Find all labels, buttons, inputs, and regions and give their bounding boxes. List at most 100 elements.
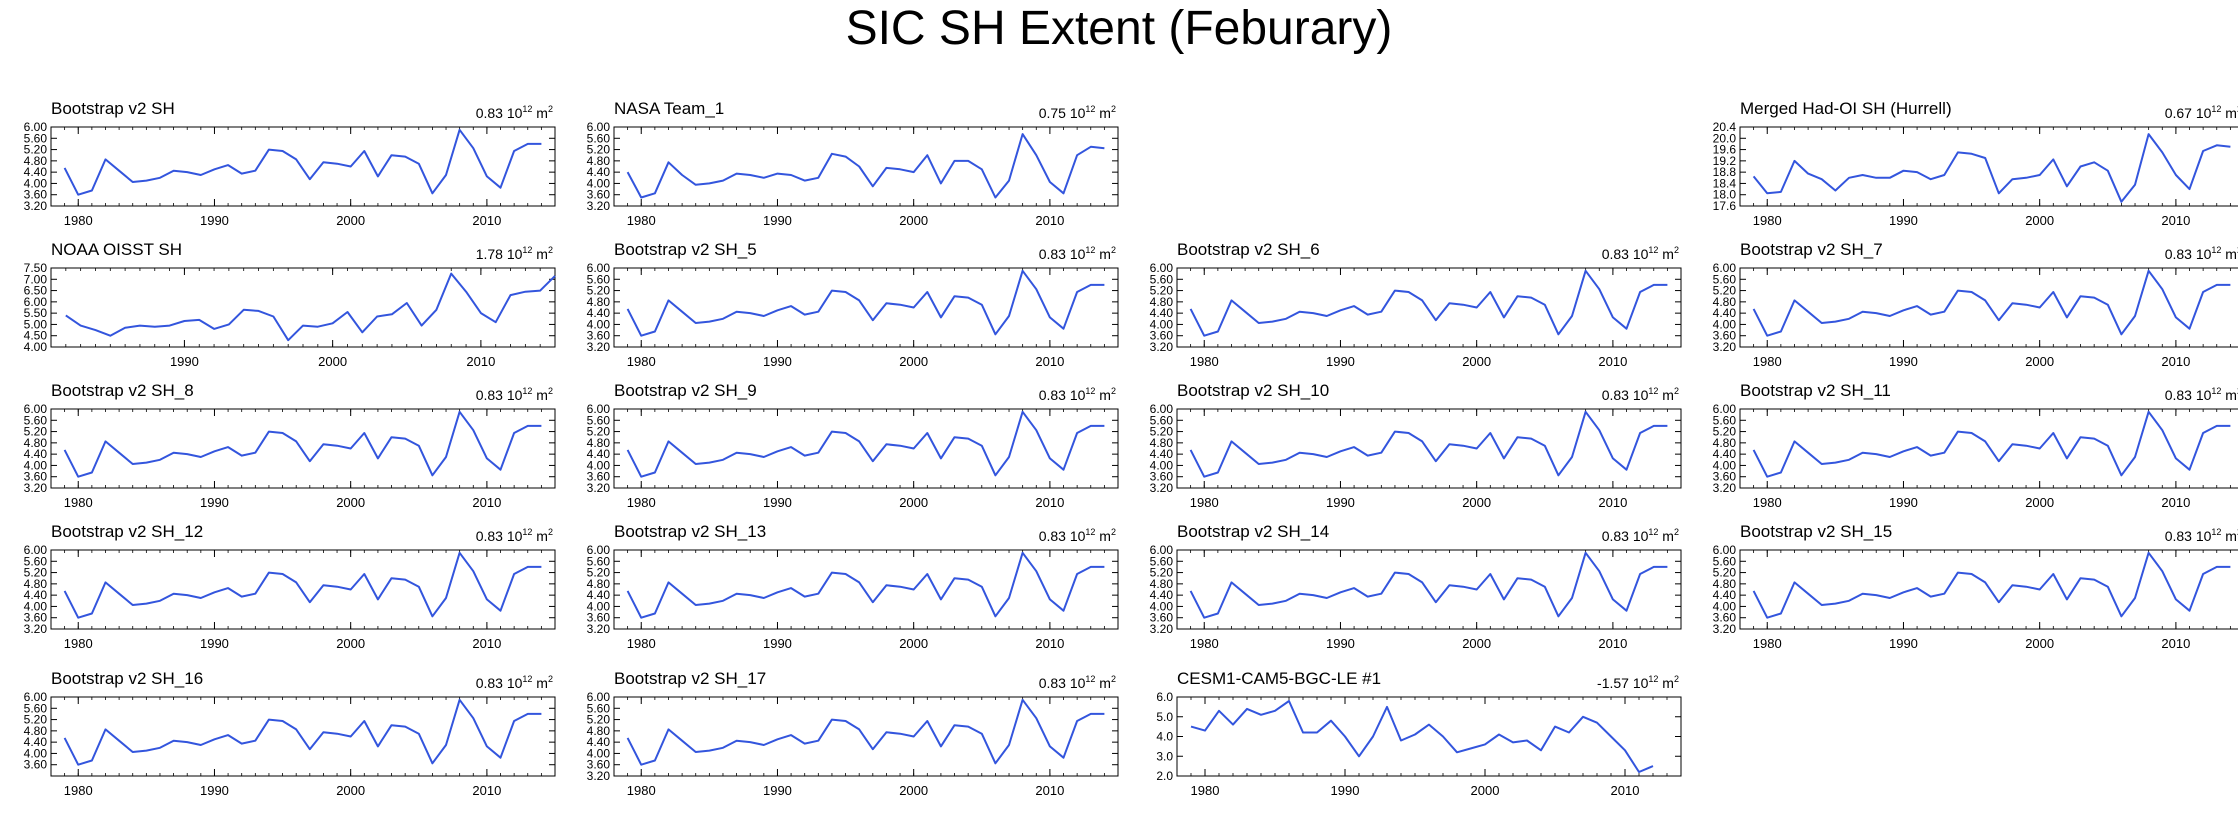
chart-panel: Merged Had-OI SH (Hurrell) 0.67 1012 m2 19…: [1713, 99, 2238, 228]
chart-title: Bootstrap v2 SH_9: [614, 381, 757, 400]
y-tick-label: 5.60: [24, 554, 48, 568]
chart-panel: Bootstrap v2 SH_11 0.83 1012 m2 1980 1990 20…: [1713, 381, 2238, 510]
y-tick-label: 4.80: [1713, 295, 1737, 309]
series-line: [1752, 551, 2231, 619]
x-tick-label: 2010: [1035, 213, 1064, 228]
y-tick-label: 6.00: [24, 402, 48, 416]
y-tick-label: 3.20: [24, 622, 48, 636]
y-tick-label: 6.00: [1713, 402, 1737, 416]
chart-stat-label: 0.83 1012 m2: [476, 527, 553, 544]
chart-title: CESM1-CAM5-BGC-LE #1: [1177, 669, 1381, 688]
x-tick-label: 1980: [1191, 783, 1220, 798]
chart-stat-label: -1.57 1012 m2: [1597, 674, 1679, 691]
chart-frame: [1176, 408, 1682, 489]
y-tick-label: 3.20: [587, 622, 611, 636]
chart-frame: [613, 408, 1119, 489]
y-tick-label: 3.20: [587, 769, 611, 783]
x-tick-label: 1990: [1889, 495, 1918, 510]
y-tick-label: 4.00: [24, 340, 48, 354]
y-tick-label: 18.8: [1713, 165, 1737, 179]
y-tick-label: 5.0: [1156, 710, 1173, 724]
chart-frame: [50, 267, 556, 348]
chart-panel: Bootstrap v2 SH_16 0.83 1012 m2 1980 1990 20…: [24, 669, 556, 798]
y-tick-label: 4.00: [1150, 317, 1174, 331]
y-tick-label: 5.20: [24, 425, 48, 439]
x-tick-label: 2000: [899, 213, 928, 228]
chart-title: NASA Team_1: [614, 99, 724, 118]
y-tick-label: 5.60: [587, 131, 611, 145]
chart-stat-label: 0.83 1012 m2: [476, 674, 553, 691]
x-tick-label: 2000: [899, 636, 928, 651]
y-tick-label: 4.80: [1150, 295, 1174, 309]
chart-stat-label: 0.83 1012 m2: [1039, 386, 1116, 403]
y-tick-label: 3.60: [587, 611, 611, 625]
y-tick-label: 3.20: [1150, 481, 1174, 495]
y-tick-label: 4.40: [1713, 588, 1737, 602]
y-tick-label: 4.40: [24, 735, 48, 749]
x-tick-label: 2000: [2025, 213, 2054, 228]
y-tick-label: 20.0: [1713, 131, 1737, 145]
y-tick-label: 4.80: [1713, 577, 1737, 591]
y-tick-label: 5.60: [24, 131, 48, 145]
x-tick-label: 1980: [1753, 636, 1782, 651]
y-tick-label: 5.60: [587, 554, 611, 568]
x-tick-label: 1990: [763, 636, 792, 651]
series-line: [1189, 410, 1668, 478]
y-tick-label: 4.80: [1150, 577, 1174, 591]
x-tick-label: 1980: [627, 495, 656, 510]
x-tick-label: 1980: [64, 495, 93, 510]
chart-panel: Bootstrap v2 SH_15 0.83 1012 m2 1980 1990 20…: [1713, 522, 2238, 651]
y-tick-label: 5.00: [24, 317, 48, 331]
x-tick-label: 1990: [1331, 783, 1360, 798]
series-line: [626, 269, 1105, 337]
chart-stat-label: 0.83 1012 m2: [476, 104, 553, 121]
y-tick-label: 4.40: [587, 306, 611, 320]
x-tick-label: 1990: [1889, 213, 1918, 228]
y-tick-label: 6.00: [587, 402, 611, 416]
x-tick-label: 2000: [1462, 495, 1491, 510]
x-tick-label: 2010: [1035, 495, 1064, 510]
x-tick-label: 1980: [1190, 636, 1219, 651]
x-tick-label: 2010: [2161, 354, 2190, 369]
y-tick-label: 6.00: [587, 261, 611, 275]
y-tick-label: 5.60: [1713, 272, 1737, 286]
y-tick-label: 3.20: [24, 481, 48, 495]
y-tick-label: 4.40: [24, 165, 48, 179]
x-tick-label: 1990: [200, 495, 229, 510]
chart-frame: [50, 696, 556, 777]
chart-stat-label: 0.83 1012 m2: [2165, 386, 2238, 403]
chart-title: Bootstrap v2 SH_17: [614, 669, 766, 688]
chart-panel: NOAA OISST SH 1.78 1012 m2 1990 2000 2010 4.0…: [24, 240, 556, 369]
x-tick-label: 1990: [200, 213, 229, 228]
x-tick-label: 1990: [1326, 636, 1355, 651]
y-tick-label: 5.20: [1150, 284, 1174, 298]
chart-stat-label: 0.83 1012 m2: [1039, 527, 1116, 544]
x-tick-label: 2000: [336, 213, 365, 228]
y-tick-label: 5.60: [24, 413, 48, 427]
x-tick-label: 1980: [627, 213, 656, 228]
y-tick-label: 4.40: [1150, 447, 1174, 461]
y-tick-label: 3.60: [587, 470, 611, 484]
x-tick-label: 1990: [763, 213, 792, 228]
x-tick-label: 1990: [170, 354, 199, 369]
x-tick-label: 1980: [1753, 354, 1782, 369]
x-tick-label: 1990: [1889, 354, 1918, 369]
chart-title: Bootstrap v2 SH_16: [51, 669, 203, 688]
y-tick-label: 3.20: [1713, 340, 1737, 354]
chart-stat-label: 0.83 1012 m2: [2165, 527, 2238, 544]
x-tick-label: 1990: [1889, 636, 1918, 651]
y-tick-label: 4.00: [587, 458, 611, 472]
y-tick-label: 5.60: [24, 701, 48, 715]
y-tick-label: 18.4: [1713, 176, 1737, 190]
x-tick-label: 2000: [2025, 636, 2054, 651]
chart-title: Bootstrap v2 SH_14: [1177, 522, 1329, 541]
series-line: [1190, 700, 1654, 773]
y-tick-label: 4.00: [587, 599, 611, 613]
y-tick-label: 5.20: [24, 566, 48, 580]
y-tick-label: 3.20: [1150, 622, 1174, 636]
x-tick-label: 1980: [1753, 495, 1782, 510]
chart-stat-label: 0.83 1012 m2: [2165, 245, 2238, 262]
x-tick-label: 2000: [899, 783, 928, 798]
page-title: SIC SH Extent (Feburary): [845, 2, 1393, 55]
y-tick-label: 4.0: [1156, 730, 1173, 744]
